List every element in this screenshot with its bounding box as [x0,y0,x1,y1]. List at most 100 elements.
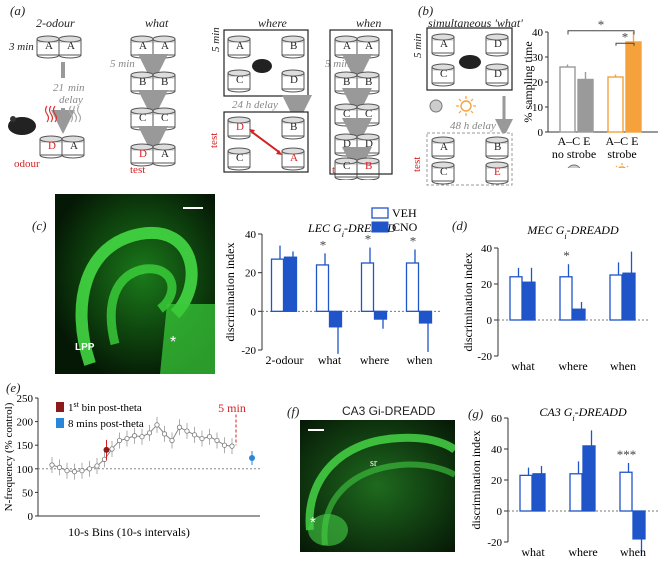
bar-veh [519,474,533,512]
bar-veh [315,264,330,312]
data-point [206,434,213,440]
bar-veh [509,276,523,321]
cyl-c: C [440,68,448,80]
y-tick-label: 0 [538,127,544,139]
data-point [214,437,220,444]
panel-c-letter: (c) [32,218,47,233]
cyl-d: D [236,121,244,133]
data-point [139,434,145,440]
cyl-c: C [440,166,448,178]
bar-veh [569,473,583,512]
sr-label: sr [370,458,378,469]
x-tick-label: when [407,353,433,367]
cyl-d: D [343,138,351,150]
panel-b-delay: 48 h delay [450,120,496,132]
cyl-c: C [236,74,244,86]
cyl-d: D [48,140,56,152]
cyl-e: E [494,166,501,178]
cyl-c: C [343,108,351,120]
y-axis-label: discrimination index [461,253,475,352]
ca3-micrograph: sr * [300,420,455,552]
bar [607,76,624,133]
y-tick-label: 250 [17,393,34,405]
data-point [176,424,183,430]
data-point [116,437,123,444]
x-axis-label: 10-s Bins (10-s intervals) [68,525,190,539]
cyl-b: B [365,160,373,172]
data-point [109,446,115,452]
y-tick-label: 20 [491,475,503,487]
cyl-c: C [343,160,351,172]
strobe-on-icon [456,96,476,116]
cyl-d: D [494,38,502,50]
x-tick-label: A–C E [606,134,639,148]
data-point [184,428,190,434]
legend-cno: CNO [392,220,418,234]
cyl-a: A [440,38,448,50]
chart-title: MEC Gi-DREADD [526,223,619,241]
strobe-on-icon [617,166,627,168]
strobe-off-icon [429,99,443,113]
bar-cno [572,308,586,321]
bar-cno [532,473,546,512]
bar-cno [283,256,298,312]
y-tick-label: 0 [251,306,257,318]
panel-b-letter: (b) [418,3,434,18]
y-tick-label: 30 [532,52,544,64]
significance-mark: * [622,29,629,44]
data-point [71,469,78,475]
y-tick-label: -20 [241,345,256,357]
cyl-b: B [343,76,351,88]
cyl-a: A [365,40,373,52]
x-tick-label: where [558,359,587,373]
odour-label: odour [14,158,40,170]
bar-veh [609,274,623,321]
chart-d: -20 0 20 40 discrimination index MEC Gi-DREAD… [461,223,648,373]
chart-g: -20 0 20 40 60 discrimination index CA3 Gi-DRE… [469,405,658,559]
first-bin-point [103,446,110,453]
cyl-a: A [67,40,75,52]
y-tick-label: 0 [497,506,503,518]
x-tick-label: what [521,545,545,559]
data-point [79,468,85,474]
data-point [86,466,93,472]
x-tick-label: what [318,353,342,367]
cyl-a: A [440,141,448,153]
panel-e-letter: (e) [6,380,21,395]
cyl-a: A [161,40,169,52]
eight-min-point [249,454,255,461]
x-tick-label: where [568,545,597,559]
y-tick-label: 100 [17,464,34,476]
bar-cno [373,310,388,320]
cyl-b: B [290,40,298,52]
panel-f-letter: (f) [287,404,300,419]
significance-mark: * [410,233,417,248]
x-tick-label: where [360,353,389,367]
cyl-b: B [139,76,147,88]
y-tick-label: 10 [532,102,544,114]
panel-d-letter: (d) [452,218,468,233]
bar-cno [418,310,433,324]
significance-mark: *** [617,447,637,462]
x-tick-label: when [620,545,646,559]
cyl-a: A [139,40,147,52]
delay-unit: min [68,82,85,94]
data-point [199,435,205,442]
cyl-a: A [161,148,169,160]
title-2-odour: 2-odour [36,16,75,30]
where-delay: 24 h delay [232,99,278,111]
y-tick-label: 0 [487,315,493,327]
strobe-ray [626,165,629,168]
cyl-d: D [494,68,502,80]
data-point [169,437,175,444]
y-tick-label: 150 [17,440,34,452]
legend-swatch-first [56,402,64,412]
data-point [229,443,235,449]
cyl-d: D [365,138,373,150]
cyl-c: C [365,108,373,120]
x-tick-label: A–C E [558,134,591,148]
y-tick-label: 20 [481,279,493,291]
cyl-b: B [365,76,373,88]
sig-bracket [567,30,635,35]
